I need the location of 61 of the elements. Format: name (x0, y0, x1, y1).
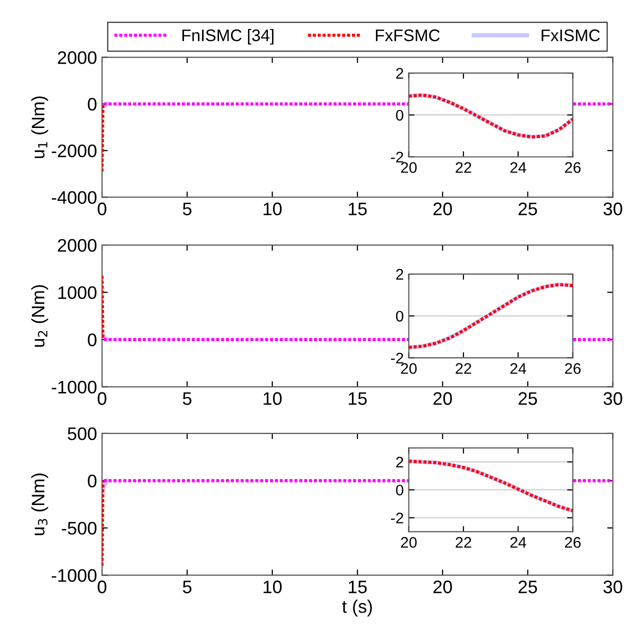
x-tick-label: 5 (182, 580, 192, 594)
x-tick-label: 5 (182, 202, 192, 216)
y-tick-label: 0 (396, 484, 404, 496)
y-tick-label: 0 (88, 334, 96, 346)
y-tick-label: 2000 (58, 239, 96, 252)
x-tick-label: 20 (401, 162, 417, 173)
x-tick-label: 25 (518, 392, 538, 405)
y-tick-label: -2 (391, 352, 404, 364)
legend-label: FxISMC (542, 29, 600, 42)
x-tick-label: 26 (565, 363, 581, 374)
x-tick-label: 20 (433, 580, 452, 594)
y-tick-label: -2 (391, 512, 404, 524)
y-tick-label: -500 (62, 522, 96, 535)
y-tick-label: 0 (396, 310, 404, 322)
y-axis-title: u$_{2}$ (Nm) (31, 285, 48, 347)
y-axis-title: u$_{1}$ (Nm) (31, 96, 48, 158)
x-axis-title: t (s) (342, 600, 372, 616)
x-tick-label: 10 (264, 202, 282, 216)
x-tick-label: 10 (264, 580, 282, 594)
y-tick-label: -1000 (52, 569, 96, 582)
x-tick-label: 0 (98, 392, 106, 405)
x-tick-label: 10 (264, 392, 282, 405)
y-axis-title: u$_{3}$ (Nm) (31, 474, 48, 536)
x-tick-label: 0 (98, 580, 106, 594)
x-tick-label: 22 (456, 536, 472, 548)
y-tick-label: 500 (68, 427, 96, 440)
x-tick-label: 26 (565, 162, 581, 173)
y-tick-label: 2 (396, 456, 404, 468)
y-tick-label: -1000 (52, 380, 96, 394)
x-tick-label: 24 (510, 536, 526, 548)
x-tick-label: 30 (604, 202, 622, 216)
legend-label: FxFSMC (376, 29, 440, 42)
y-tick-label: -4000 (52, 191, 96, 204)
y-tick-label: 0 (88, 98, 96, 111)
x-tick-label: 20 (433, 202, 452, 216)
legend-label: FnISMC [34] (182, 28, 274, 45)
x-tick-label: 22 (456, 162, 472, 173)
x-tick-label: 25 (518, 202, 538, 216)
y-tick-label: 1000 (58, 286, 96, 300)
x-tick-label: 26 (565, 536, 581, 548)
x-tick-label: 24 (510, 363, 526, 374)
x-tick-label: 20 (401, 363, 417, 374)
x-tick-label: 22 (456, 363, 472, 374)
x-tick-label: 24 (510, 162, 526, 173)
y-tick-label: -2 (391, 152, 404, 162)
y-tick-label: 2 (396, 268, 404, 280)
y-tick-label: 0 (88, 474, 96, 488)
x-tick-label: 0 (98, 202, 106, 216)
x-tick-label: 15 (348, 202, 367, 216)
y-tick-label: 0 (396, 110, 404, 121)
x-tick-label: 25 (518, 580, 538, 594)
x-tick-label: 30 (604, 580, 622, 594)
y-tick-label: 2000 (58, 51, 96, 64)
y-tick-label: 2 (396, 68, 404, 79)
y-tick-label: -2000 (52, 144, 96, 158)
x-tick-label: 30 (604, 392, 622, 405)
x-tick-label: 15 (348, 392, 367, 405)
x-tick-label: 5 (182, 392, 192, 405)
x-tick-label: 20 (401, 536, 417, 548)
x-tick-label: 20 (433, 392, 452, 405)
x-tick-label: 15 (348, 580, 367, 594)
